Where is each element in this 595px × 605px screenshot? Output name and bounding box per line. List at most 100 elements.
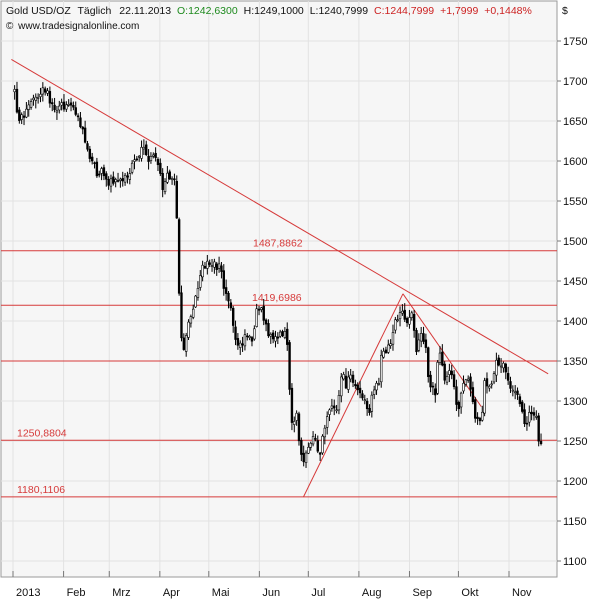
candle-body bbox=[530, 411, 533, 415]
candle-body bbox=[58, 105, 61, 111]
candle-body bbox=[203, 266, 207, 269]
candle-body bbox=[464, 379, 468, 385]
candle-body bbox=[528, 412, 531, 423]
candle-body bbox=[278, 331, 282, 337]
candlesticks bbox=[13, 81, 543, 468]
candle-body bbox=[196, 288, 200, 298]
candle-body bbox=[236, 338, 240, 346]
candle-body bbox=[93, 162, 96, 164]
candle-body bbox=[224, 287, 228, 294]
candle-body bbox=[363, 399, 366, 401]
candle-body bbox=[375, 382, 378, 391]
candle-body bbox=[229, 302, 233, 309]
x-tick-label: Nov bbox=[512, 587, 532, 599]
level-label: 1250,8804 bbox=[17, 427, 67, 439]
header-open: O:1242,6300 bbox=[177, 5, 238, 17]
candle-body bbox=[469, 376, 472, 390]
candle-body bbox=[391, 332, 395, 345]
candle-body bbox=[396, 319, 399, 321]
candle-body bbox=[72, 105, 75, 108]
candle-body bbox=[490, 383, 493, 386]
candle-body bbox=[29, 101, 33, 108]
x-tick-label: Jun bbox=[262, 587, 280, 599]
candle-body bbox=[123, 174, 127, 183]
candle-body bbox=[318, 452, 322, 455]
candle-body bbox=[269, 333, 272, 337]
level-label: 1419,6986 bbox=[252, 292, 302, 304]
candle-body bbox=[323, 427, 327, 438]
candle-body bbox=[133, 159, 136, 162]
candle-body bbox=[147, 155, 150, 162]
candle-body bbox=[325, 416, 329, 428]
candle-body bbox=[347, 376, 350, 390]
level-label: 1487,8862 bbox=[253, 238, 303, 250]
candle-body bbox=[535, 416, 538, 418]
x-tick-label: Mrz bbox=[112, 587, 130, 599]
candle-body bbox=[83, 127, 87, 143]
candle-body bbox=[187, 321, 190, 338]
candle-body bbox=[189, 316, 193, 324]
header-change: +1,7999 bbox=[440, 5, 478, 17]
candle-body bbox=[41, 87, 45, 95]
candle-body bbox=[389, 343, 392, 346]
candle-body bbox=[215, 263, 218, 270]
candle-body bbox=[135, 158, 139, 161]
header-date: 22.11.2013 bbox=[119, 5, 171, 17]
candle-body bbox=[60, 102, 63, 106]
candle-body bbox=[65, 104, 68, 110]
candle-body bbox=[86, 143, 89, 150]
candle-body bbox=[330, 405, 334, 409]
candle-body bbox=[222, 270, 225, 289]
candle-body bbox=[495, 359, 498, 376]
candle-body bbox=[241, 343, 244, 346]
candle-body bbox=[335, 409, 338, 412]
candle-body bbox=[443, 363, 446, 381]
x-tick-label: Aug bbox=[362, 587, 382, 599]
y-tick-label: 1150 bbox=[563, 516, 587, 528]
candle-body bbox=[466, 378, 470, 381]
x-tick-label: Feb bbox=[67, 587, 86, 599]
candle-body bbox=[140, 147, 143, 159]
x-axis: 2013 Feb Mrz Apr Mai Jun Jul Aug Sep Okt Nov bbox=[12, 571, 532, 599]
candle-body bbox=[471, 387, 475, 403]
candle-body bbox=[156, 159, 160, 166]
candle-body bbox=[177, 219, 181, 294]
candle-body bbox=[314, 438, 317, 440]
trend-line bbox=[11, 58, 549, 375]
candle-body bbox=[48, 91, 52, 104]
candle-body bbox=[34, 96, 37, 101]
candle-body bbox=[506, 373, 510, 381]
candle-body bbox=[478, 417, 482, 422]
candle-body bbox=[170, 178, 174, 181]
header-change-pct: +0,1448% bbox=[484, 5, 532, 17]
candle-body bbox=[166, 172, 169, 183]
candle-body bbox=[227, 292, 230, 302]
candle-body bbox=[419, 333, 423, 342]
candle-body bbox=[74, 107, 77, 115]
y-tick-label: 1100 bbox=[563, 556, 587, 568]
candle-body bbox=[163, 181, 167, 193]
candle-body bbox=[382, 350, 385, 358]
candle-body bbox=[297, 413, 301, 442]
candle-body bbox=[137, 155, 141, 158]
candle-body bbox=[434, 388, 437, 396]
candle-body bbox=[62, 101, 66, 110]
candle-body bbox=[311, 436, 315, 445]
candle-body bbox=[412, 314, 416, 331]
candle-body bbox=[199, 275, 202, 288]
candle-body bbox=[175, 180, 178, 219]
y-tick-label: 1400 bbox=[563, 316, 587, 328]
candle-body bbox=[206, 260, 209, 269]
candle-body bbox=[450, 370, 453, 376]
candle-body bbox=[27, 104, 30, 110]
candle-body bbox=[239, 342, 242, 348]
candle-body bbox=[194, 295, 197, 308]
candle-body bbox=[79, 117, 82, 128]
candle-body bbox=[483, 380, 486, 414]
candle-body bbox=[408, 317, 411, 325]
candle-body bbox=[422, 333, 425, 342]
candle-body bbox=[246, 335, 249, 338]
candle-body bbox=[145, 144, 148, 155]
candle-body bbox=[504, 363, 507, 373]
